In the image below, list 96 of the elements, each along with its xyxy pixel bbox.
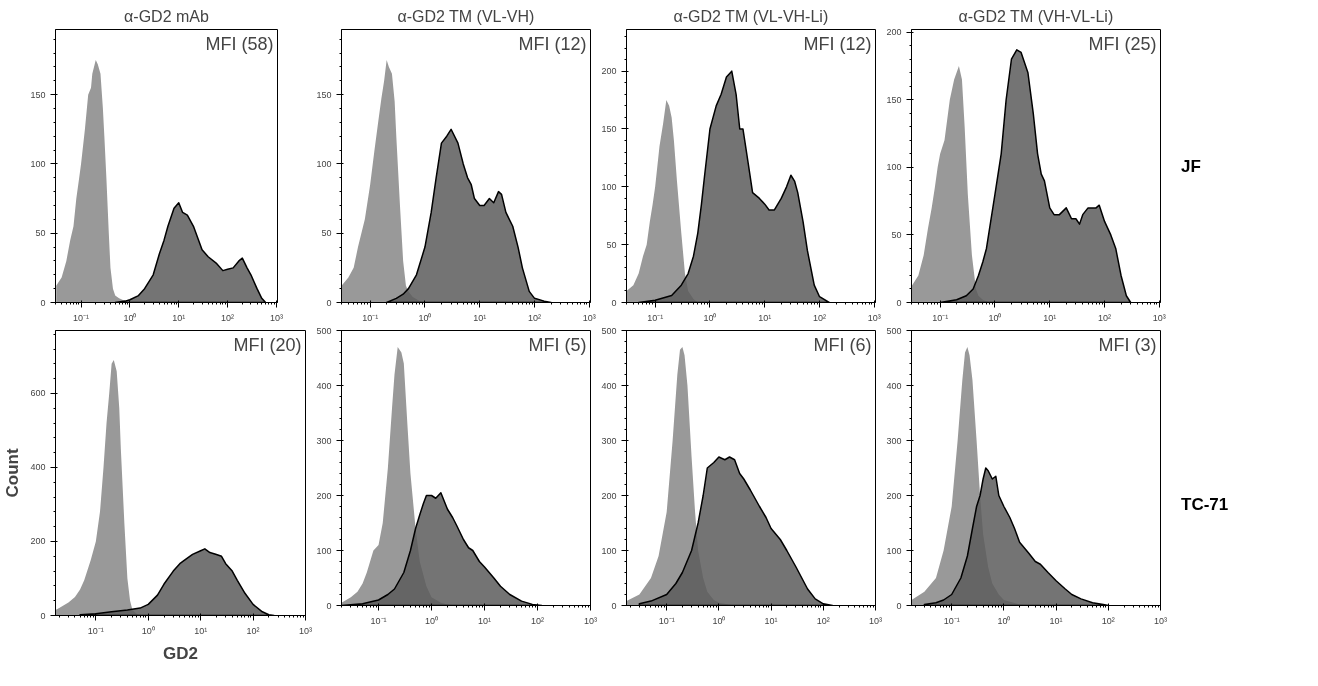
- y-tick-label: 50: [891, 229, 902, 240]
- y-tick-label: 100: [886, 162, 902, 173]
- y-tick-label: 500: [316, 325, 332, 336]
- y-tick-label: 0: [326, 600, 332, 611]
- x-tick-label: 10²: [1101, 615, 1115, 626]
- x-tick-label: 10⁻¹: [362, 312, 379, 323]
- x-tick-label: 10⁻¹: [658, 615, 675, 626]
- annotation: MFI (6): [813, 334, 872, 355]
- y-tick-label: 0: [611, 600, 617, 611]
- chart-title: α-GD2 TM (VL-VH): [397, 7, 535, 25]
- annotation: MFI (5): [528, 334, 587, 355]
- x-tick-label: 10²: [816, 615, 830, 626]
- y-tick-label: 200: [601, 490, 617, 501]
- y-tick-label: 400: [30, 462, 46, 473]
- text: TC-71: [1181, 493, 1229, 516]
- x-tick-label: 10⁻¹: [932, 312, 949, 323]
- y-tick-label: 400: [886, 380, 902, 391]
- y-tick-label: 150: [886, 94, 902, 105]
- x-tick-label: 10¹: [172, 312, 186, 323]
- annotation: MFI (12): [803, 33, 872, 54]
- y-tick-label: 50: [321, 228, 332, 239]
- y-tick-label: 100: [601, 545, 617, 556]
- x-tick-label: 10³: [867, 312, 881, 323]
- x-tick-label: 10³: [869, 615, 883, 626]
- y-tick-label: 150: [316, 89, 332, 100]
- x-tick-label: 10²: [221, 312, 235, 323]
- annotation: MFI (25): [1088, 33, 1157, 54]
- x-tick-label: 10¹: [473, 312, 487, 323]
- x-tick-label: 10²: [813, 312, 827, 323]
- y-tick-label: 100: [886, 545, 902, 556]
- y-tick-label: 500: [601, 325, 617, 336]
- x-tick-label: 10¹: [1043, 312, 1057, 323]
- chart-title: α-GD2 TM (VL-VH-Li): [673, 7, 829, 25]
- y-axis-title: Count: [3, 448, 23, 498]
- chart-title: α-GD2 TM (VH-VL-Li): [958, 7, 1114, 25]
- y-tick-label: 0: [40, 297, 46, 308]
- y-tick-label: 300: [886, 435, 902, 446]
- y-tick-label: 500: [886, 325, 902, 336]
- y-tick-label: 150: [30, 89, 46, 100]
- x-tick-label: 10¹: [478, 615, 492, 626]
- x-tick-label: 10⁰: [418, 312, 432, 323]
- x-tick-label: 10¹: [1049, 615, 1063, 626]
- y-tick-label: 0: [896, 297, 902, 308]
- y-tick-label: 200: [886, 27, 902, 38]
- x-tick-label: 10³: [299, 625, 313, 636]
- x-tick-label: 10⁰: [997, 615, 1011, 626]
- y-tick-label: 0: [326, 297, 332, 308]
- x-tick-label: 10¹: [758, 312, 772, 323]
- y-tick-label: 100: [316, 158, 332, 169]
- y-tick-label: 100: [30, 158, 46, 169]
- x-tick-label: 10¹: [194, 625, 208, 636]
- x-tick-label: 10²: [528, 312, 542, 323]
- x-tick-label: 10¹: [764, 615, 778, 626]
- x-tick-label: 10⁻¹: [943, 615, 960, 626]
- x-tick-label: 10⁻¹: [87, 625, 104, 636]
- y-tick-label: 100: [601, 181, 617, 192]
- y-tick-label: 400: [601, 380, 617, 391]
- x-tick-label: 10²: [531, 615, 545, 626]
- x-tick-label: 10⁰: [141, 625, 155, 636]
- x-tick-label: 10⁰: [988, 312, 1002, 323]
- y-tick-label: 200: [601, 66, 617, 77]
- x-tick-label: 10⁻¹: [73, 312, 90, 323]
- y-tick-label: 0: [896, 600, 902, 611]
- x-tick-label: 10²: [246, 625, 260, 636]
- x-tick-label: 10⁰: [712, 615, 726, 626]
- y-tick-label: 300: [601, 435, 617, 446]
- annotation: MFI (58): [205, 33, 274, 54]
- x-tick-label: 10⁰: [703, 312, 717, 323]
- y-tick-label: 150: [601, 123, 617, 134]
- x-axis-title: GD2: [163, 643, 198, 663]
- x-tick-label: 10³: [269, 312, 283, 323]
- y-tick-label: 200: [886, 490, 902, 501]
- x-tick-label: 10⁻¹: [647, 312, 664, 323]
- y-tick-label: 0: [611, 297, 617, 308]
- x-tick-label: 10²: [1098, 312, 1112, 323]
- y-tick-label: 50: [35, 228, 46, 239]
- y-tick-label: 300: [316, 435, 332, 446]
- x-tick-label: 10⁰: [425, 615, 439, 626]
- y-tick-label: 600: [30, 388, 46, 399]
- y-tick-label: 200: [316, 490, 332, 501]
- annotation: MFI (3): [1098, 334, 1157, 355]
- x-tick-label: 10³: [1152, 312, 1166, 323]
- x-tick-label: 10⁰: [123, 312, 137, 323]
- x-tick-label: 10⁻¹: [370, 615, 387, 626]
- annotation: MFI (12): [518, 33, 587, 54]
- x-tick-label: 10³: [584, 615, 598, 626]
- text: JF: [1181, 156, 1201, 179]
- y-tick-label: 400: [316, 380, 332, 391]
- y-tick-label: 50: [606, 239, 617, 250]
- x-tick-label: 10³: [1154, 615, 1168, 626]
- y-tick-label: 100: [316, 545, 332, 556]
- x-tick-label: 10³: [582, 312, 596, 323]
- y-tick-label: 200: [30, 536, 46, 547]
- chart-title: α-GD2 mAb: [124, 7, 210, 25]
- annotation: MFI (20): [233, 334, 302, 355]
- y-tick-label: 0: [40, 610, 46, 621]
